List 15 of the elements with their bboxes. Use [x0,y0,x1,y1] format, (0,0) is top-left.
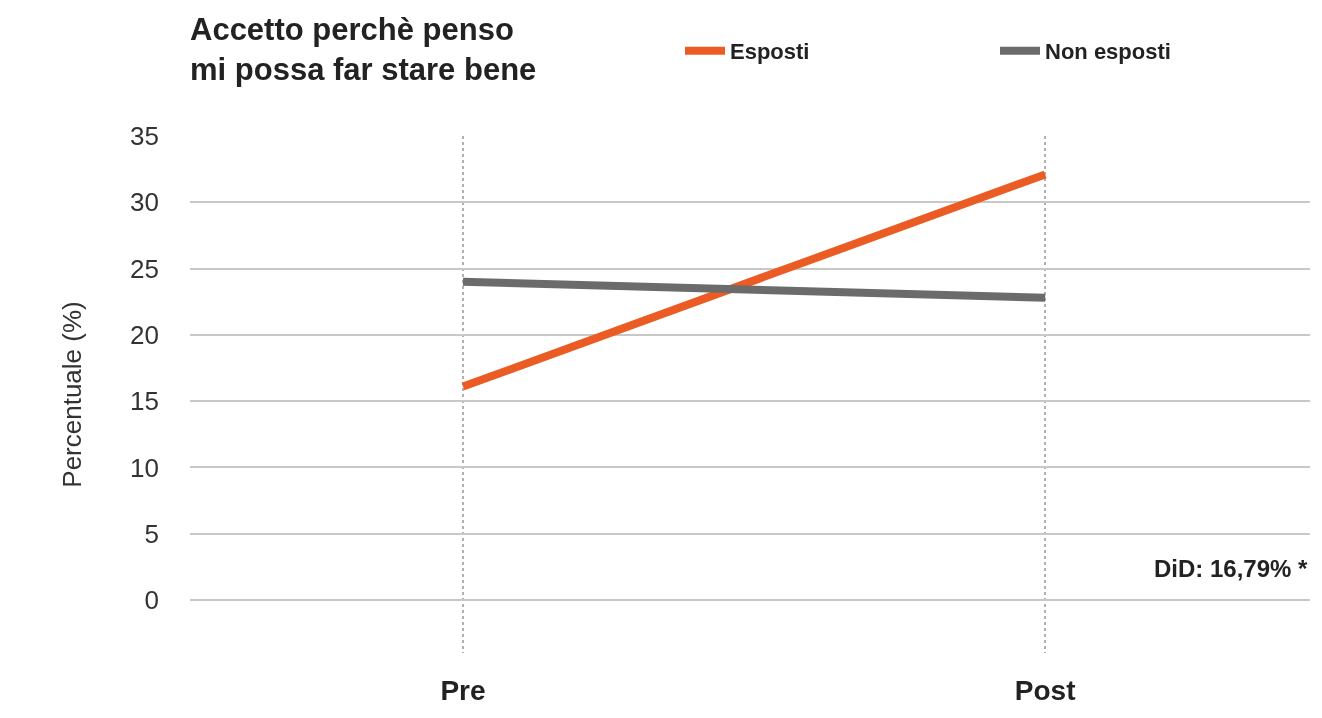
x-tick-label: Post [1014,675,1076,706]
y-tick-label: 35 [130,121,159,152]
y-axis-title: Percentuale (%) [57,301,88,488]
y-tick-label: 10 [130,452,159,483]
legend-label: Non esposti [1045,39,1171,65]
y-tick-label: 25 [130,253,159,284]
y-tick-label: 5 [144,518,159,549]
chart-title: Accetto perchè penso mi possa far stare bene [190,12,537,88]
y-tick-label: 15 [130,386,159,417]
x-tick-label: Pre [440,675,486,706]
legend-label: Esposti [730,39,810,65]
y-tick-label: 20 [130,319,159,350]
annotation: DiD: 16,79% * [1154,555,1309,582]
y-tick-label: 30 [130,187,159,218]
y-tick-label: 0 [144,585,159,616]
